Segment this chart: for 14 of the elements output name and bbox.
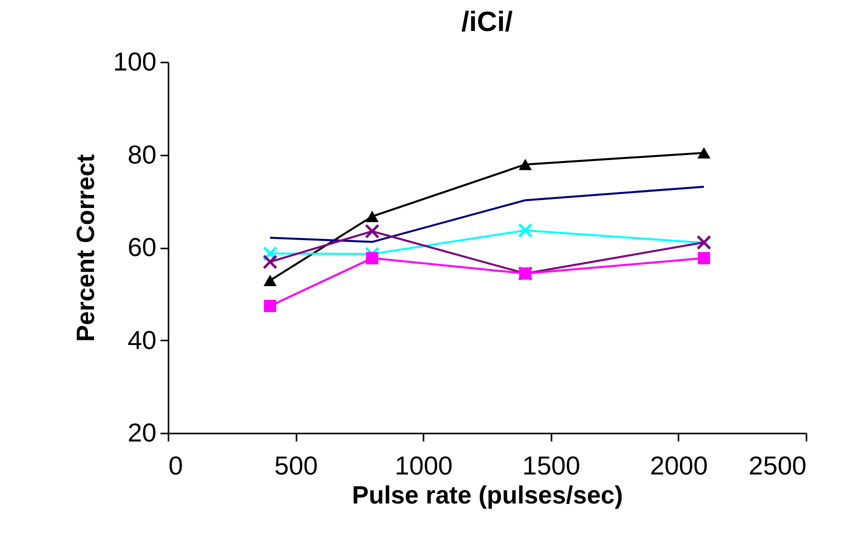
x-tick-label: 1500 — [522, 450, 580, 480]
y-tick-label: 60 — [128, 232, 156, 262]
y-tick-label: 40 — [128, 324, 156, 355]
x-tick-label: 2500 — [748, 450, 806, 480]
x-tick-label: 0 — [168, 450, 183, 480]
chart-title: /iCi/ — [461, 6, 513, 37]
x-tick-label: 2000 — [650, 450, 708, 480]
x-axis-title: Pulse rate (pulses/sec) — [352, 482, 623, 510]
y-axis-title: Percent Correct — [72, 154, 100, 342]
y-tick-label: 100 — [113, 46, 156, 76]
y-tick-label: 80 — [128, 139, 156, 170]
x-tick-label: 500 — [274, 450, 318, 480]
y-tick-label: 20 — [128, 418, 156, 448]
x-tick-label: 1000 — [394, 450, 453, 480]
